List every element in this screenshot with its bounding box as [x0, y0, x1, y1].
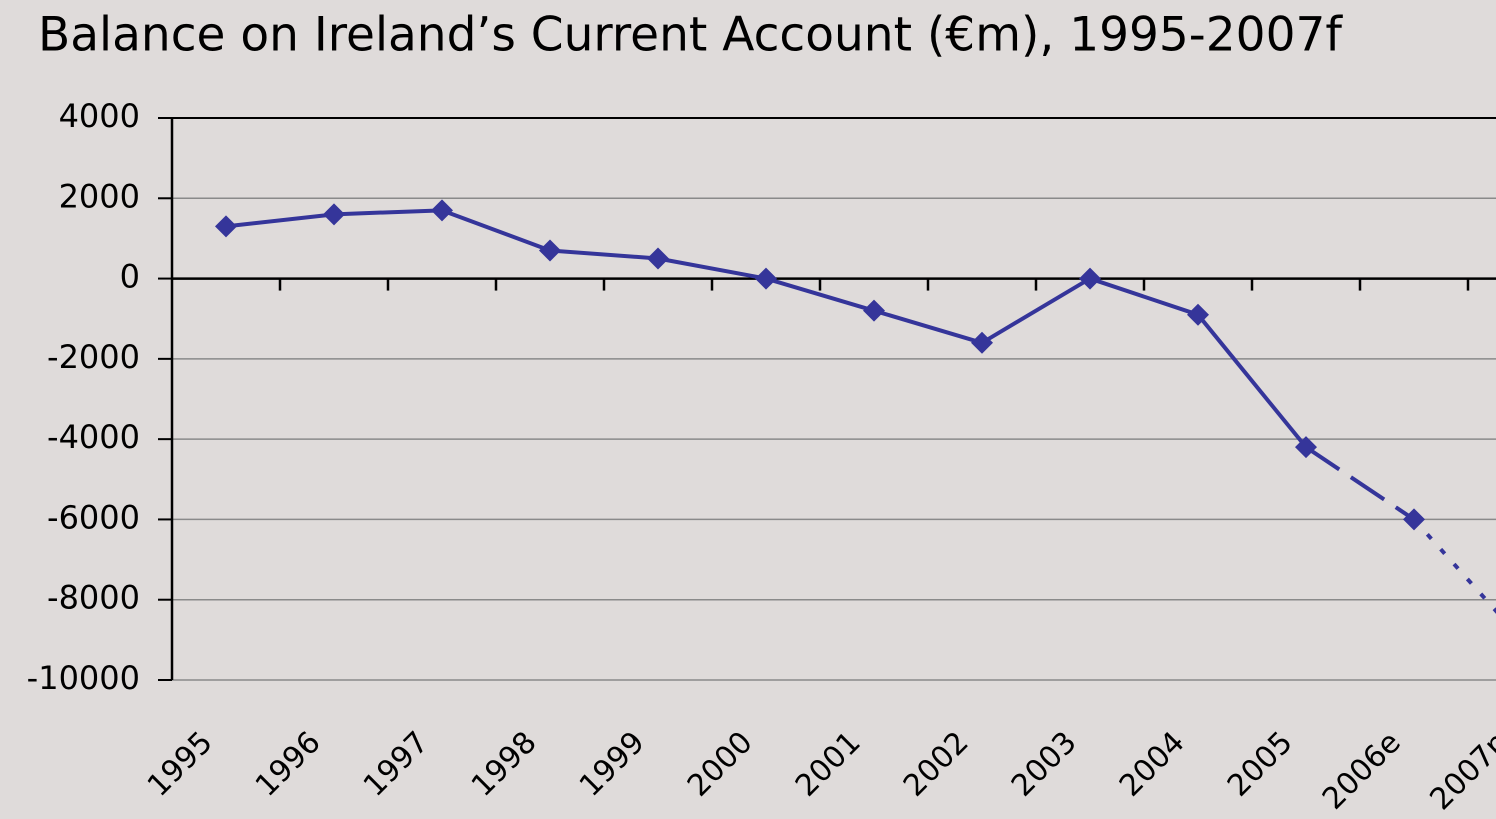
- x-tick-label: 1996: [249, 725, 328, 804]
- marker: [431, 199, 453, 222]
- line-segment: [333, 208, 443, 217]
- line-segment: [1304, 445, 1416, 522]
- x-tick-label: 2003: [1005, 725, 1084, 804]
- line-segment: [225, 212, 335, 229]
- x-tick-label: 1997: [357, 725, 436, 804]
- x-tick-label: 2004: [1113, 725, 1192, 804]
- x-tick-label: 1998: [465, 725, 544, 804]
- chart-title: Balance on Ireland’s Current Account (€m…: [38, 8, 1343, 63]
- x-tick-label: 2006e: [1316, 725, 1408, 817]
- y-tick-label: 2000: [59, 177, 140, 215]
- marker: [215, 215, 237, 238]
- marker: [539, 239, 561, 262]
- line-segment: [980, 276, 1092, 345]
- x-tick-label: 2002: [897, 725, 976, 804]
- line-segment: [441, 208, 551, 253]
- y-tick-label: -4000: [47, 418, 140, 456]
- y-tick-label: -2000: [47, 338, 140, 376]
- line-segment: [657, 256, 767, 281]
- y-tick-label: -8000: [47, 579, 140, 617]
- y-tick-label: -10000: [27, 659, 140, 697]
- line-segment: [765, 276, 875, 313]
- marker: [971, 331, 993, 354]
- line-segment: [1089, 276, 1199, 317]
- marker: [755, 267, 777, 290]
- x-tick-label: 1995: [141, 725, 220, 804]
- line-segment: [549, 248, 659, 261]
- x-tick-label: 2001: [789, 725, 868, 804]
- y-tick-label: 4000: [59, 97, 140, 135]
- y-tick-label: -6000: [47, 498, 140, 536]
- x-tick-label: 2000: [681, 725, 760, 804]
- marker: [1187, 303, 1209, 326]
- y-tick-label: 0: [120, 258, 140, 296]
- line-segment: [873, 308, 983, 345]
- marker: [863, 299, 885, 322]
- x-tick-label: 1999: [573, 725, 652, 804]
- marker: [1079, 267, 1101, 290]
- line-segment: [1412, 518, 1496, 614]
- marker: [647, 247, 669, 270]
- marker: [323, 203, 345, 226]
- line-segment: [1196, 313, 1308, 449]
- marker: [1295, 436, 1317, 459]
- marker: [1403, 508, 1425, 531]
- x-tick-label: 2007p: [1423, 725, 1496, 817]
- x-tick-label: 2005: [1221, 725, 1300, 804]
